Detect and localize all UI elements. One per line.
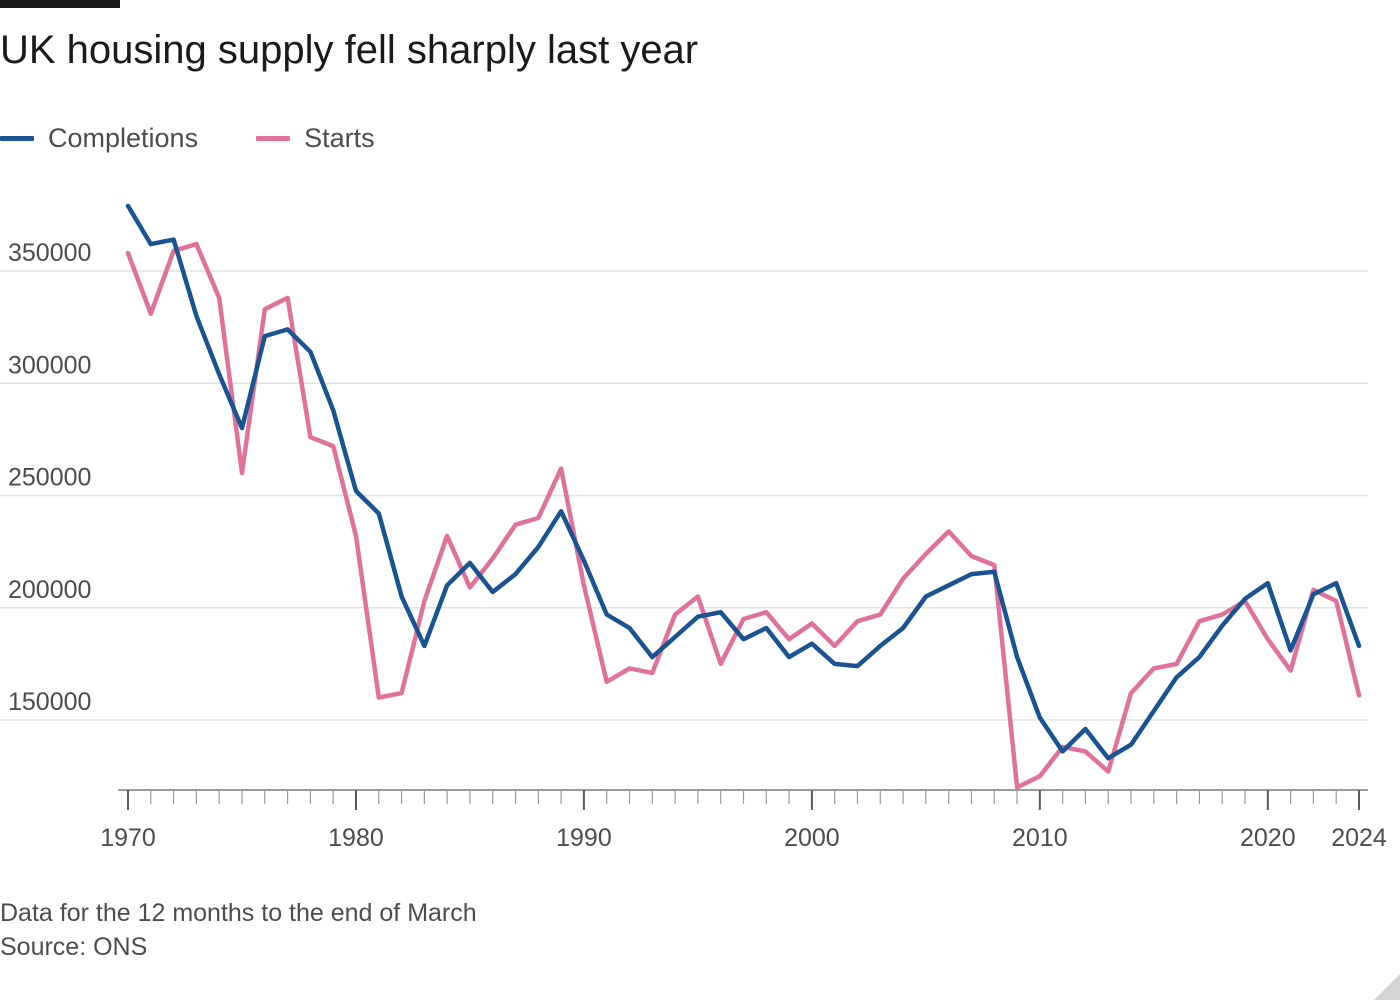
y-tick-label-300000: 300000	[8, 351, 91, 379]
y-tick-label-150000: 150000	[8, 688, 91, 716]
y-tick-label-350000: 350000	[8, 239, 91, 267]
legend-item-completions: Completions	[0, 123, 198, 154]
x-tick-label-2010: 2010	[1012, 824, 1068, 852]
gridlines	[0, 270, 1368, 721]
legend-label-starts: Starts	[304, 122, 375, 153]
brand-top-bar	[0, 0, 120, 8]
x-tick-label-1990: 1990	[556, 824, 612, 852]
legend-swatch-completions	[0, 135, 34, 141]
legend-item-starts: Starts	[256, 123, 375, 154]
y-tick-label-250000: 250000	[8, 464, 91, 492]
x-tick-label-2020: 2020	[1240, 824, 1296, 852]
x-tick-label-1980: 1980	[328, 824, 384, 852]
x-tick-label-2000: 2000	[784, 824, 840, 852]
footnote-source: Source: ONS	[0, 933, 148, 961]
legend-label-completions: Completions	[48, 122, 199, 153]
x-tick-label-2024: 2024	[1331, 824, 1387, 852]
x-axis-tick-labels: 1970 1980 1990 2000 2010 2020 2024	[100, 824, 1387, 852]
footnote-note: Data for the 12 months to the end of Mar…	[0, 899, 477, 927]
series-line-completions	[125, 203, 1362, 761]
y-tick-label-200000: 200000	[8, 576, 91, 604]
x-axis	[118, 789, 1368, 810]
corner-mark	[1374, 974, 1400, 1000]
series-line-starts	[125, 241, 1362, 790]
series-lines	[125, 203, 1362, 790]
chart-legend: Completions Starts	[0, 118, 433, 158]
chart-title: UK housing supply fell sharply last year	[0, 28, 699, 72]
legend-swatch-starts	[256, 135, 291, 141]
x-tick-label-1970: 1970	[100, 824, 156, 852]
y-axis-tick-labels: 150000 200000 250000 300000 350000	[8, 239, 91, 716]
footnote: Data for the 12 months to the end of Mar…	[0, 896, 477, 964]
